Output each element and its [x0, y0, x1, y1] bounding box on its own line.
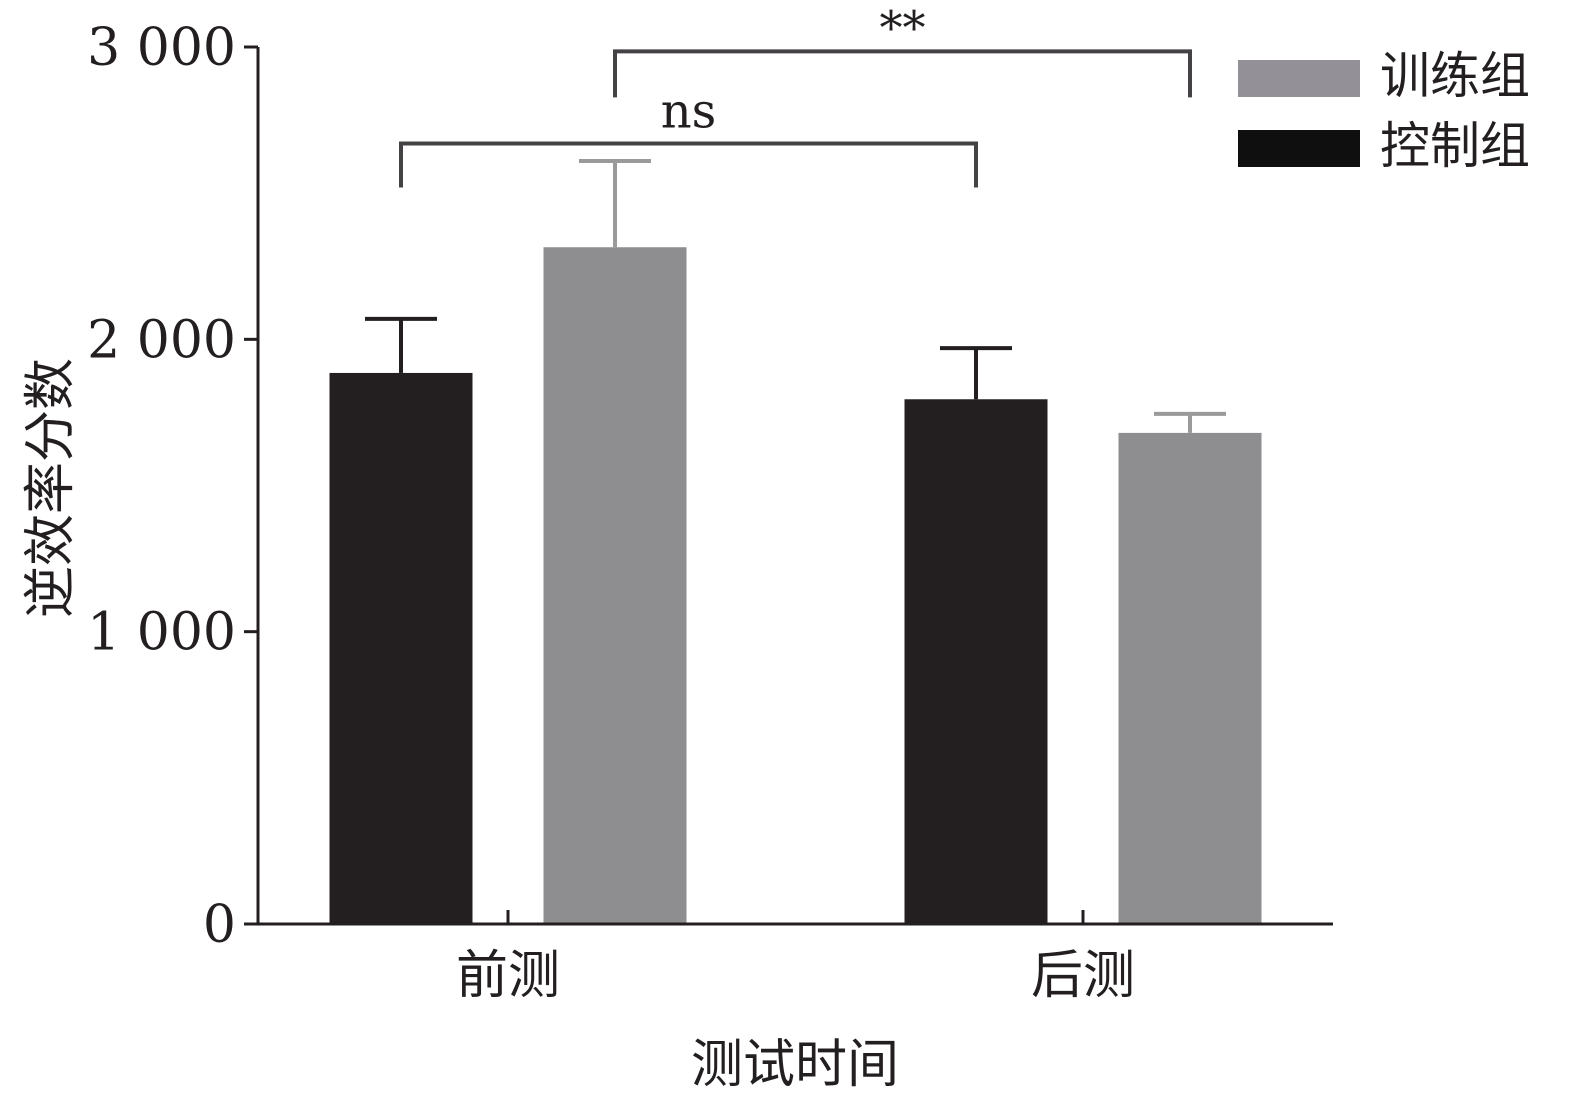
bar: [329, 372, 473, 924]
y-tick-label: 2 000: [87, 310, 236, 370]
y-tick-label: 1 000: [87, 603, 236, 663]
x-axis-title: 测试时间: [691, 1035, 899, 1095]
legend-swatch: [1238, 60, 1360, 97]
error-bars-layer: [365, 159, 1226, 433]
significance-label: **: [880, 0, 926, 54]
x-tick-label: 后测: [1031, 946, 1135, 1006]
x-tick-label: 前测: [456, 946, 560, 1006]
legend-label: 控制组: [1380, 117, 1530, 175]
bar: [904, 399, 1048, 924]
y-tick-label: 0: [203, 895, 236, 955]
legend-label: 训练组: [1380, 47, 1530, 105]
significance-bracket: [613, 49, 1192, 98]
y-axis-title: 逆效率分数: [21, 358, 81, 618]
significance-layer: ns **: [399, 0, 1192, 188]
bar: [1118, 432, 1262, 924]
significance-label: ns: [661, 83, 717, 139]
bar: [543, 247, 687, 924]
legend-swatch: [1238, 130, 1360, 167]
axes-layer: 0 1 000 2 000 3 000 前测 后测: [87, 18, 1333, 1006]
y-tick-label: 3 000: [87, 18, 236, 78]
bars-layer: [329, 247, 1262, 924]
significance-bracket: [399, 141, 978, 188]
